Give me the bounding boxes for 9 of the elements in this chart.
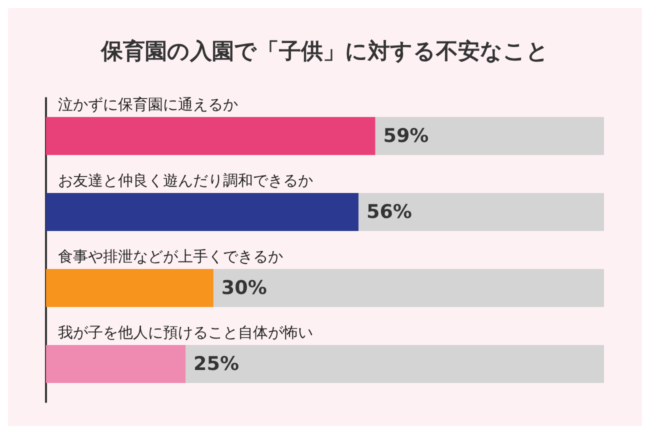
data-label: 56% — [366, 201, 412, 223]
y-tick-label: お友達と仲良く遊んだり調和できるか — [58, 172, 313, 190]
y-tick-label: 泣かずに保育園に通えるか — [58, 96, 238, 114]
chart-title: 保育園の入園で「子供」に対する不安なこと — [100, 38, 549, 64]
y-tick-label: 我が子を他人に預けること自体が怖い — [58, 324, 313, 342]
data-label: 30% — [221, 277, 267, 299]
data-label: 59% — [383, 125, 429, 147]
y-tick-label: 食事や排泄などが上手くできるか — [58, 248, 283, 266]
data-label: 25% — [194, 353, 239, 375]
